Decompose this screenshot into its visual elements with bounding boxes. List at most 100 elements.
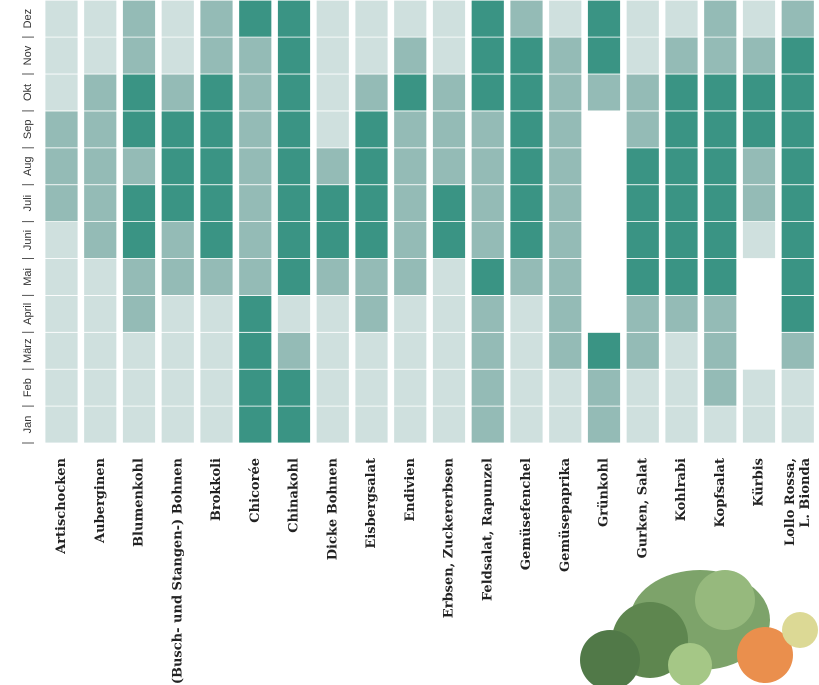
cell (199, 294, 234, 333)
cell (548, 331, 583, 370)
cell (780, 221, 815, 259)
cell (780, 331, 815, 370)
cell (44, 0, 79, 38)
cell (44, 331, 79, 370)
cell (625, 331, 660, 370)
cell (548, 294, 583, 333)
cell (238, 294, 273, 333)
cell (393, 36, 428, 75)
cell (509, 110, 544, 149)
vegetable-name: Auberginen (93, 457, 108, 543)
vegetable-name: Kohlrabi (674, 458, 689, 521)
cell (780, 73, 815, 112)
cell (548, 221, 583, 259)
cell (742, 147, 776, 186)
cell (432, 0, 466, 38)
cell (122, 36, 156, 75)
cell (315, 294, 350, 333)
cell (664, 184, 699, 222)
cell (470, 36, 505, 75)
cell (703, 331, 738, 370)
cell (199, 184, 234, 222)
cell (742, 73, 776, 112)
cell (548, 0, 583, 38)
cell (199, 36, 234, 75)
cell (625, 73, 660, 112)
cell (160, 331, 195, 370)
cell (44, 368, 79, 407)
cell (160, 221, 195, 259)
cell (509, 368, 544, 407)
cell (393, 368, 428, 407)
month-label: April (22, 303, 34, 325)
cell (277, 0, 311, 38)
cell (277, 147, 311, 186)
cell (315, 184, 350, 222)
cell (587, 36, 621, 75)
cell (160, 405, 195, 444)
cell (238, 147, 273, 186)
cell (199, 331, 234, 370)
cell (238, 184, 273, 222)
vegetable-name: Kürbis (752, 458, 767, 507)
cell (315, 110, 350, 149)
vegetable-name: Gurken, Salat (635, 458, 650, 558)
cell (432, 36, 466, 75)
cell (587, 258, 621, 296)
cell (199, 405, 234, 444)
cell (238, 405, 273, 444)
cell (548, 73, 583, 112)
cell (83, 147, 118, 186)
month-label: Sep (22, 120, 34, 140)
cell (664, 405, 699, 444)
cell (703, 36, 738, 75)
cell (548, 147, 583, 186)
cell (160, 73, 195, 112)
cell (122, 147, 156, 186)
cell (509, 258, 544, 296)
cell (83, 221, 118, 259)
cell (354, 36, 389, 75)
month-label: Feb (22, 378, 34, 397)
cell (393, 73, 428, 112)
cell (122, 110, 156, 149)
cell (664, 110, 699, 149)
cell (83, 368, 118, 407)
cell (393, 221, 428, 259)
cell (509, 405, 544, 444)
cell (625, 0, 660, 38)
cell (199, 147, 234, 186)
cell (354, 368, 389, 407)
cell (44, 73, 79, 112)
cell (509, 36, 544, 75)
cell (703, 184, 738, 222)
cell (122, 0, 156, 38)
cell (315, 147, 350, 186)
cell (587, 110, 621, 149)
cell (587, 73, 621, 112)
cell (780, 184, 815, 222)
cell (354, 294, 389, 333)
vegetable-name: (Busch- und Stangen-) Bohnen (170, 457, 185, 684)
cell (315, 405, 350, 444)
cell (315, 368, 350, 407)
cell (83, 331, 118, 370)
vegetable-name: L. Bionda (798, 457, 813, 527)
cell (703, 294, 738, 333)
cell (625, 110, 660, 149)
cell (548, 258, 583, 296)
cell (122, 258, 156, 296)
cell (664, 36, 699, 75)
cell (625, 36, 660, 75)
cell (432, 184, 466, 222)
cell (83, 36, 118, 75)
cell (780, 258, 815, 296)
cell (548, 110, 583, 149)
cell (277, 221, 311, 259)
cell (470, 331, 505, 370)
cell (509, 0, 544, 38)
vegetable-name: Chicorée (248, 458, 263, 523)
vegetable-name: Lollo Rossa, (783, 458, 798, 546)
cell (625, 184, 660, 222)
cell (315, 331, 350, 370)
